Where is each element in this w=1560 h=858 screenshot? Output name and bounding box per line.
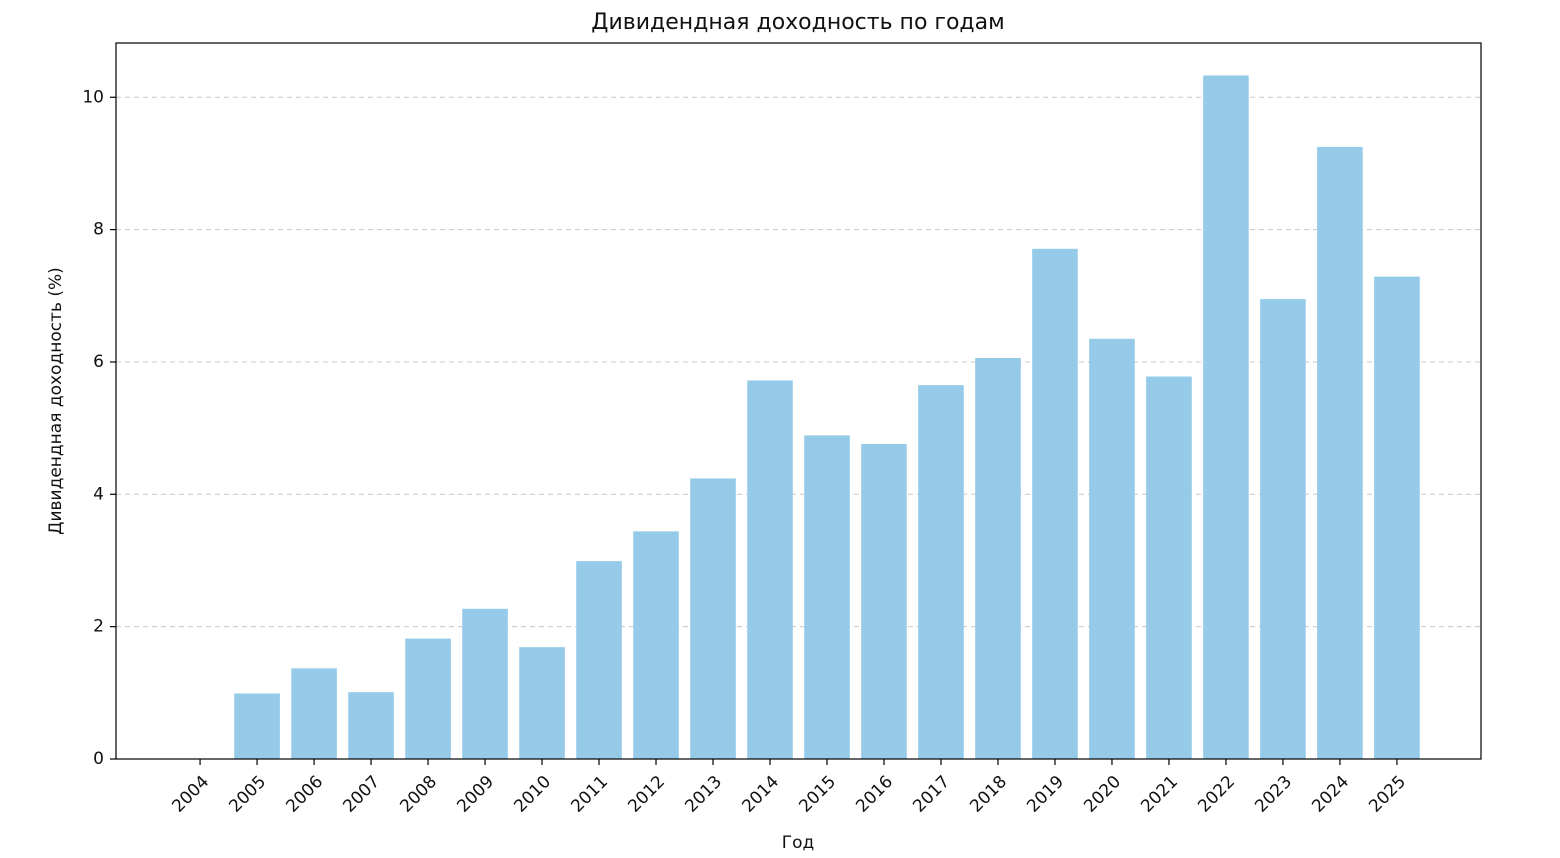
y-tick-label: 8 (93, 220, 104, 240)
x-tick-label: 2013 (681, 772, 726, 817)
chart-title: Дивидендная доходность по годам (591, 10, 1004, 35)
bar (1203, 75, 1249, 759)
bar (234, 693, 280, 759)
y-tick-label: 6 (93, 352, 104, 372)
y-tick-label: 10 (82, 87, 104, 107)
bar (747, 380, 793, 759)
x-tick-label: 2022 (1194, 772, 1239, 817)
x-tick-label: 2021 (1137, 772, 1182, 817)
x-tick-label: 2025 (1365, 772, 1410, 817)
x-tick-label: 2014 (738, 772, 783, 817)
x-tick-label: 2006 (282, 772, 327, 817)
bar (1374, 276, 1420, 759)
x-tick-label: 2019 (1023, 772, 1068, 817)
y-tick-label: 4 (93, 484, 104, 504)
bar (1146, 376, 1192, 759)
bar (405, 638, 451, 759)
bar (690, 478, 736, 759)
x-tick-label: 2023 (1251, 772, 1296, 817)
y-tick-label: 2 (93, 617, 104, 637)
bar (1089, 338, 1135, 759)
bar (1032, 248, 1078, 760)
bar (348, 692, 394, 759)
x-tick-label: 2024 (1308, 772, 1353, 817)
x-tick-label: 2007 (339, 772, 384, 817)
x-tick-label: 2016 (852, 772, 897, 817)
x-tick-label: 2012 (624, 772, 669, 817)
bar (519, 647, 565, 759)
x-tick-label: 2017 (909, 772, 954, 817)
bar (633, 531, 679, 759)
plot-frame (115, 42, 1482, 760)
x-tick-label: 2008 (396, 772, 441, 817)
x-tick-label: 2018 (966, 772, 1011, 817)
x-tick-label: 2004 (168, 772, 213, 817)
bar (576, 561, 622, 759)
bar (804, 435, 850, 759)
x-tick-label: 2015 (795, 772, 840, 817)
x-axis-label: Год (782, 833, 815, 853)
bar (1317, 146, 1363, 759)
bar (918, 385, 964, 759)
bar (861, 444, 907, 759)
x-tick-label: 2009 (453, 772, 498, 817)
x-tick-label: 2011 (567, 772, 612, 817)
y-axis-label: Дивидендная доходность (%) (46, 267, 66, 535)
x-tick-label: 2010 (510, 772, 555, 817)
x-tick-label: 2020 (1080, 772, 1125, 817)
bar (291, 668, 337, 759)
bar (462, 608, 508, 759)
x-tick-label: 2005 (225, 772, 270, 817)
bar (1260, 299, 1306, 759)
bar (975, 357, 1021, 759)
y-tick-label: 0 (93, 749, 104, 769)
